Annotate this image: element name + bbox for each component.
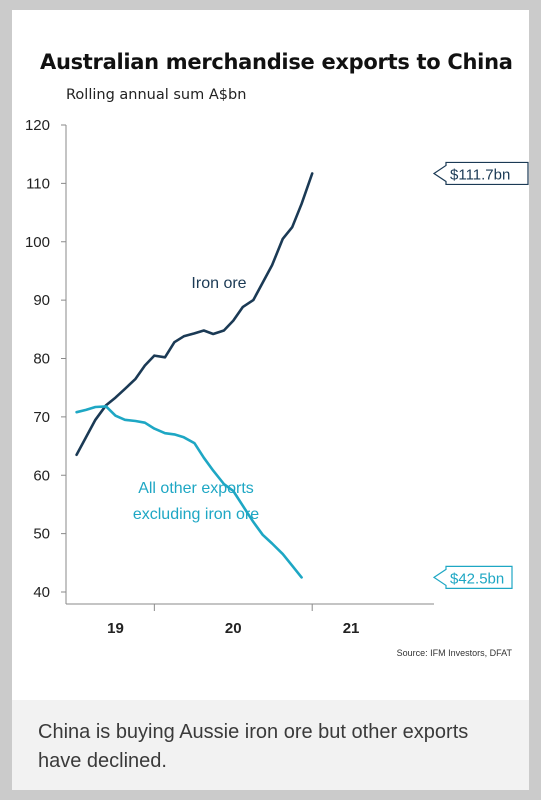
series-line-other-exports xyxy=(75,405,303,579)
annotation-other-exports: All other exports xyxy=(138,480,254,497)
chart-subtitle: Rolling annual sum A$bn xyxy=(66,87,247,103)
x-tick-label: 21 xyxy=(343,620,360,637)
y-tick-label: 70 xyxy=(33,409,50,426)
y-tick-label: 120 xyxy=(25,117,50,134)
end-label-box-iron-ore xyxy=(432,161,529,186)
y-tick-label: 50 xyxy=(33,526,50,543)
y-tick-label: 40 xyxy=(33,584,50,601)
end-label-iron-ore: $111.7bn xyxy=(450,166,510,183)
source-note: Source: IFM Investors, DFAT xyxy=(397,648,513,658)
chart-card: Australian merchandise exports to China … xyxy=(12,10,529,790)
y-tick-label: 110 xyxy=(26,175,50,192)
x-tick-label: 19 xyxy=(107,620,124,637)
series-line-iron-ore xyxy=(75,172,314,457)
y-tick-label: 80 xyxy=(33,351,50,368)
x-tick-label: 20 xyxy=(225,620,242,637)
chart-title: Australian merchandise exports to China xyxy=(40,50,513,74)
end-label-box-other-exports xyxy=(432,565,513,590)
annotation-iron-ore: Iron ore xyxy=(191,275,246,292)
y-tick-label: 100 xyxy=(25,234,50,251)
line-chart: 40 50 60 70 80 90 100 110 120 19 20 21 $111.7bn $42.5… xyxy=(25,117,529,658)
y-tick-label: 60 xyxy=(33,467,50,484)
y-tick-label: 90 xyxy=(33,292,50,309)
chart-area: Australian merchandise exports to China … xyxy=(12,10,529,678)
caption-panel: China is buying Aussie iron ore but othe… xyxy=(12,700,529,790)
annotation-other-exports: excluding iron ore xyxy=(133,506,259,523)
caption-text: China is buying Aussie iron ore but othe… xyxy=(38,721,469,772)
end-label-other-exports: $42.5bn xyxy=(450,570,504,587)
